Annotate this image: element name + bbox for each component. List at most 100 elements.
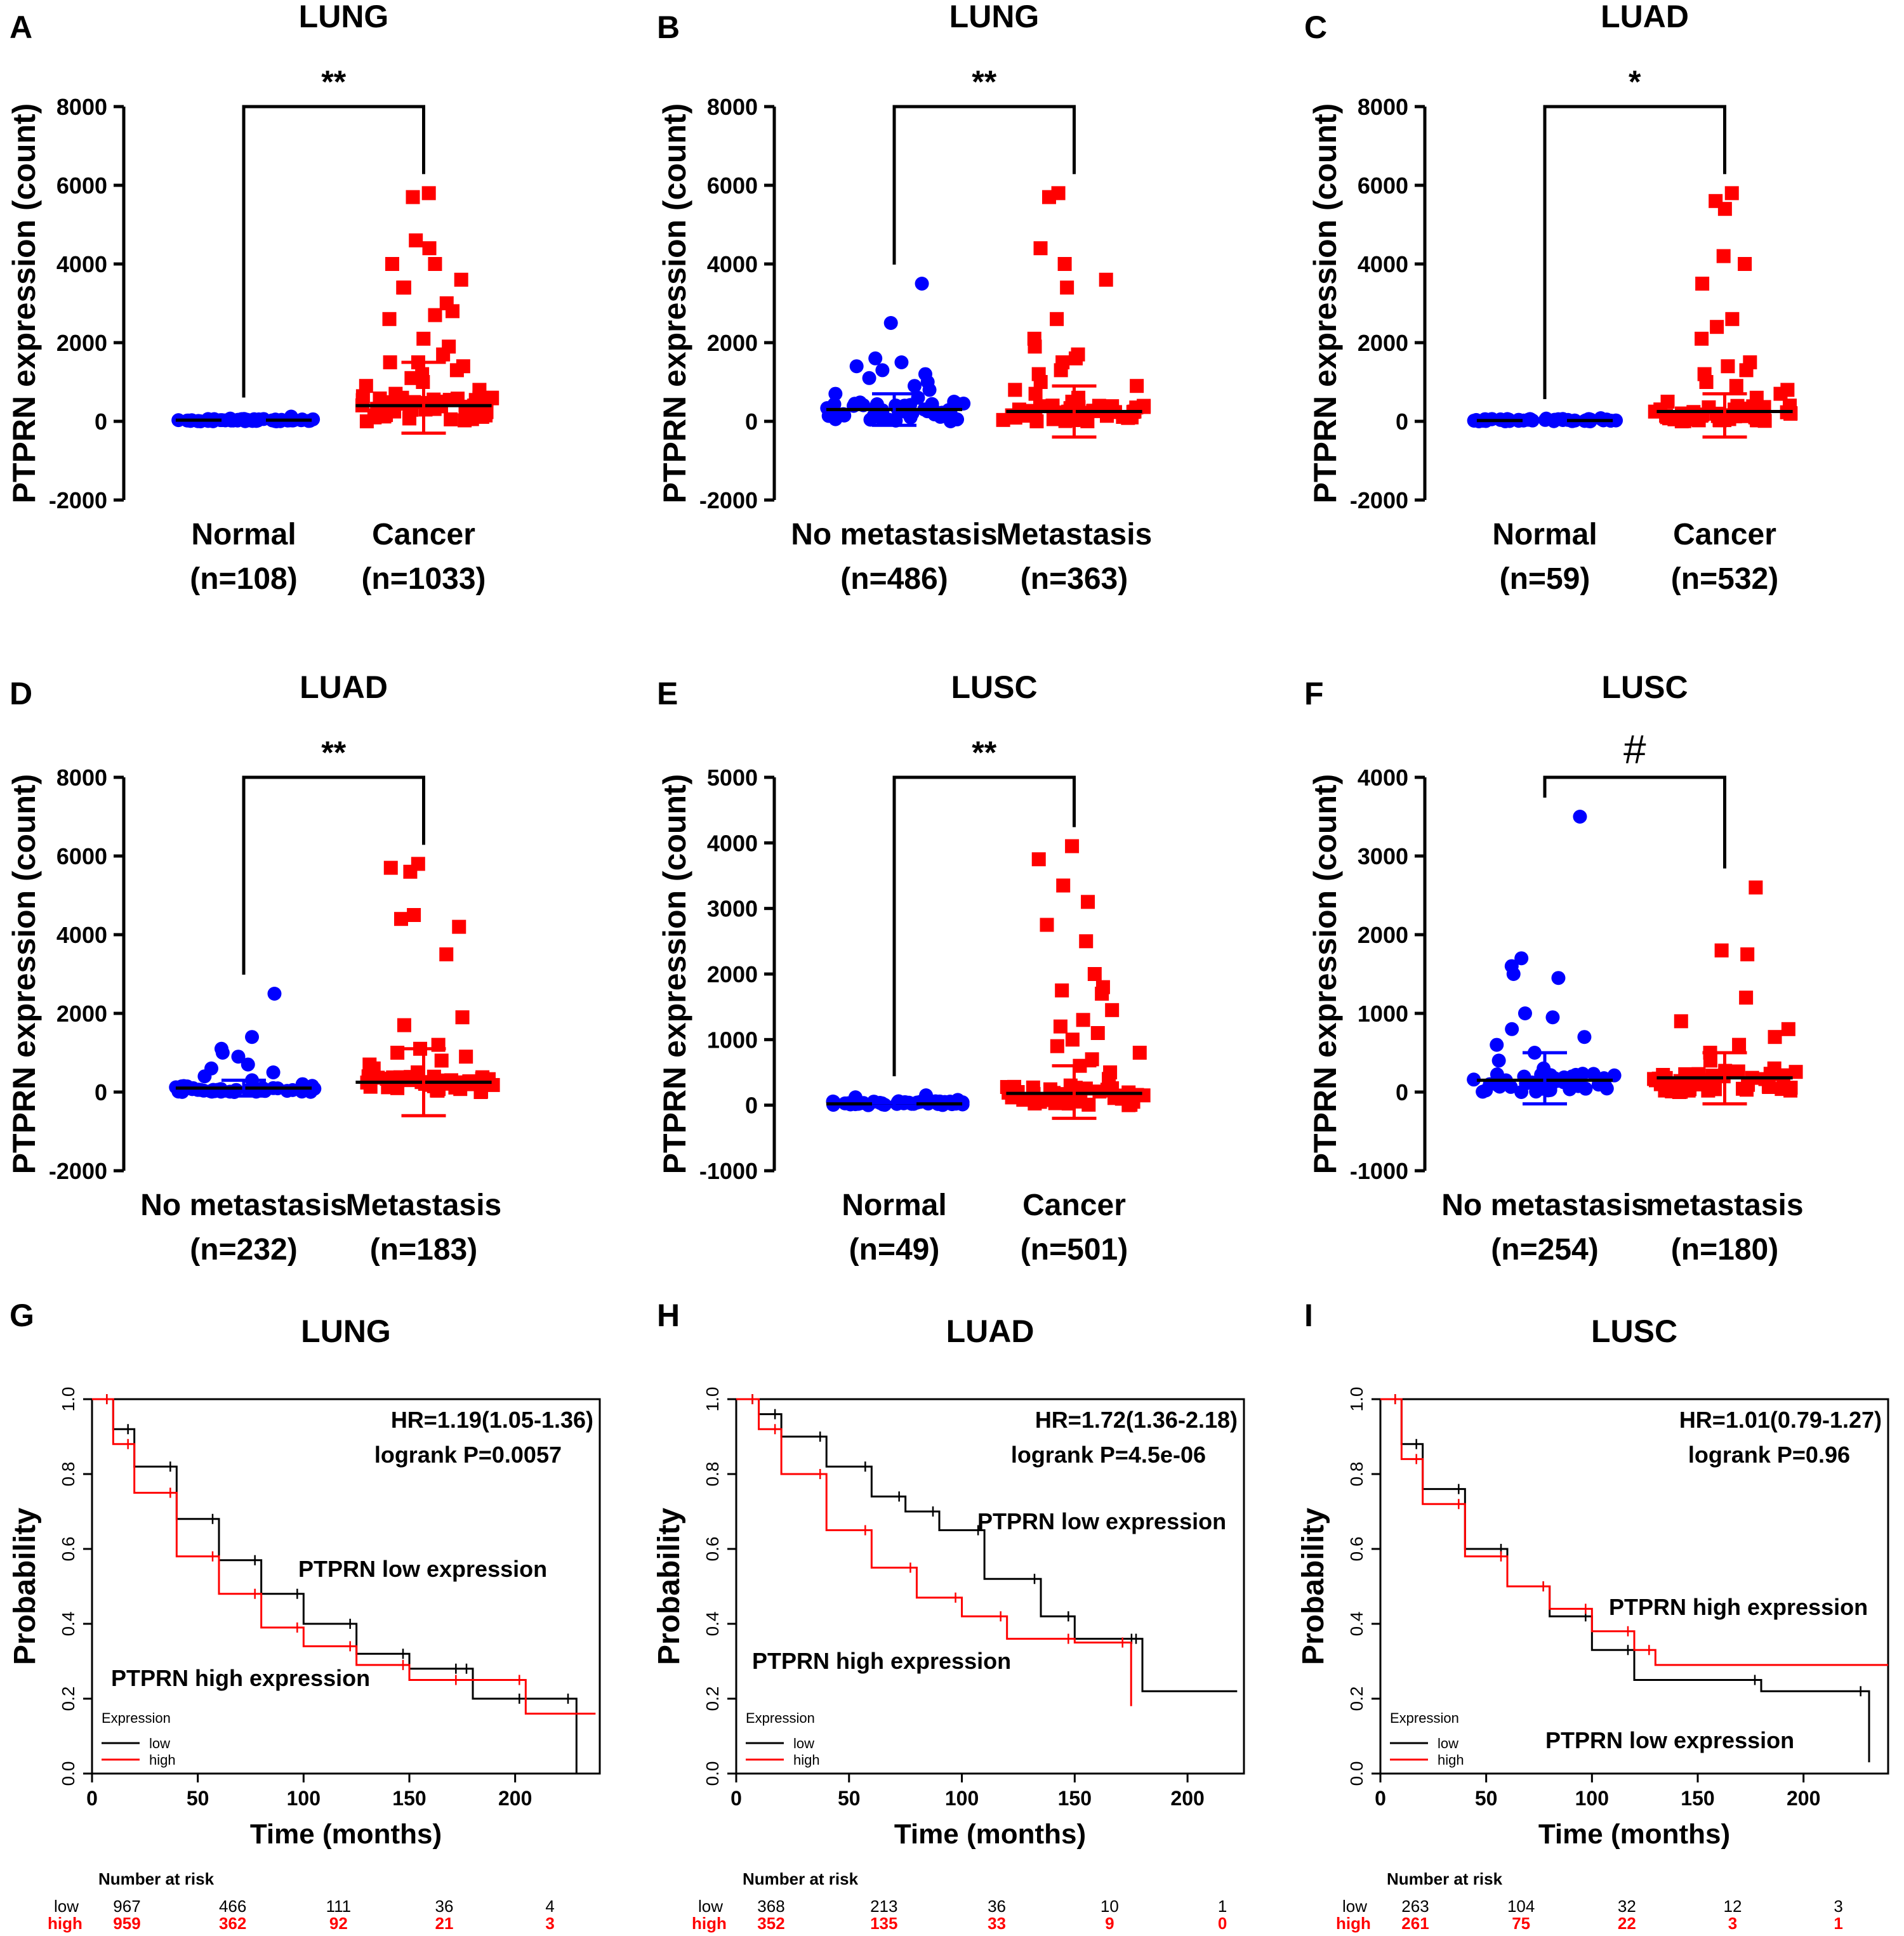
y-axis-label: PTPRN expression (count)	[657, 774, 692, 1175]
risk-count-high: 3	[1728, 1914, 1737, 1933]
censor-mark	[905, 1562, 916, 1573]
y-tick-label: 0.6	[1347, 1537, 1366, 1562]
data-point	[267, 987, 282, 1001]
data-point	[1548, 1071, 1563, 1086]
data-point	[1033, 241, 1048, 256]
censor-mark	[292, 1622, 303, 1633]
risk-count-high: 352	[757, 1914, 784, 1933]
x-category-label: Metastasis	[346, 1189, 501, 1222]
risk-count-low: 3	[1834, 1897, 1842, 1916]
x-tick-label: 0	[1375, 1787, 1386, 1810]
data-point	[925, 397, 939, 411]
legend-low-label: low	[1438, 1735, 1458, 1751]
y-axis-label: PTPRN expression (count)	[1307, 103, 1343, 504]
plot-frame	[1379, 1398, 1889, 1775]
censor-mark	[1453, 1499, 1464, 1510]
group-0: No metastasis (n=486)	[791, 277, 998, 596]
data-point	[434, 1053, 449, 1068]
x-category-label: Cancer	[372, 518, 475, 551]
censor-mark	[102, 1394, 112, 1404]
data-point	[1775, 1082, 1789, 1096]
y-tick-label: 6000	[1358, 173, 1408, 199]
risk-count-low: 36	[435, 1897, 454, 1916]
data-point	[1703, 1053, 1717, 1068]
y-axis-label: Probability	[652, 1508, 686, 1665]
risk-row-label-low: low	[54, 1897, 79, 1916]
censor-mark	[249, 1588, 260, 1599]
data-point	[955, 1095, 970, 1110]
y-tick-label: 4000	[707, 251, 758, 277]
data-point	[1092, 1084, 1107, 1099]
censor-mark	[973, 1525, 984, 1536]
data-point	[404, 1070, 418, 1084]
censor-mark	[398, 1649, 408, 1659]
data-point	[1738, 257, 1752, 271]
data-point	[1577, 1030, 1592, 1044]
data-point	[1674, 1014, 1688, 1029]
risk-count-high: 21	[435, 1914, 454, 1933]
y-tick-label: 3000	[707, 896, 758, 922]
data-point	[868, 351, 883, 365]
group-1: Cancer (n=532)	[1648, 186, 1798, 596]
data-point	[1740, 947, 1755, 961]
data-point	[894, 355, 909, 369]
panel-i: I LUSC 0.0 0.2 0.4 0.6 0.8 1.0 Probability 0 50 100…	[1297, 1298, 1889, 1933]
data-point	[1099, 272, 1113, 287]
censor-mark	[345, 1641, 355, 1652]
chart-title: LUNG	[299, 0, 389, 34]
y-tick-label: 0.8	[58, 1462, 78, 1487]
panel-g: G LUNG 0.0 0.2 0.4 0.6 0.8 1.0 Probability 0 50 100…	[8, 1298, 601, 1933]
panel-letter: H	[657, 1298, 680, 1333]
logrank-p: logrank P=4.5e-06	[1011, 1442, 1206, 1468]
plot-frame	[735, 1398, 1245, 1775]
censor-mark	[1390, 1394, 1401, 1404]
data-point	[1691, 413, 1706, 428]
data-point	[1016, 1093, 1031, 1107]
censor-mark	[860, 1525, 871, 1536]
panel-letter: A	[10, 10, 32, 45]
x-tick-label: 100	[1575, 1787, 1609, 1810]
data-point	[1467, 1072, 1481, 1087]
y-tick-label: -2000	[1350, 487, 1408, 513]
censor-mark	[1063, 1611, 1074, 1622]
legend-title: Expression	[746, 1710, 815, 1726]
data-point	[1081, 1097, 1096, 1112]
risk-count-low: 104	[1507, 1897, 1535, 1916]
data-point	[1031, 852, 1046, 867]
x-category-label: Cancer	[1673, 518, 1776, 551]
risk-count-low: 10	[1101, 1897, 1119, 1916]
data-point	[1662, 411, 1677, 426]
y-tick-label: 4000	[1358, 765, 1408, 791]
risk-count-high: 22	[1618, 1914, 1636, 1933]
data-point	[416, 331, 431, 346]
data-point	[1033, 399, 1048, 414]
data-point	[862, 371, 876, 385]
data-point	[1476, 1084, 1490, 1099]
significance-bracket	[892, 775, 1076, 1077]
risk-count-high: 75	[1512, 1914, 1530, 1933]
y-tick-label: 2000	[1358, 922, 1408, 948]
group-0: Normal (n=49)	[826, 1088, 970, 1267]
group-0: No metastasis (n=254)	[1441, 810, 1648, 1267]
y-tick-label: 0	[1396, 409, 1408, 435]
y-tick-label: 6000	[56, 843, 107, 869]
data-point	[422, 241, 437, 256]
y-tick-label: 0.2	[58, 1687, 78, 1711]
y-tick-label: 0.2	[703, 1687, 722, 1711]
data-point	[1768, 1030, 1782, 1044]
data-point	[1087, 967, 1102, 981]
y-tick-label: -2000	[699, 487, 758, 513]
y-tick-label: 0.4	[703, 1612, 722, 1636]
data-point	[1783, 406, 1798, 421]
data-point	[1121, 411, 1135, 425]
data-point	[1136, 1088, 1151, 1103]
x-tick-label: 0	[731, 1787, 742, 1810]
censor-mark	[950, 1592, 961, 1603]
x-axis-label: Time (months)	[1538, 1819, 1730, 1850]
data-point	[444, 412, 458, 426]
y-tick-label: 2000	[707, 961, 758, 987]
x-category-label: Cancer	[1022, 1189, 1126, 1222]
risk-count-high: 3	[545, 1914, 554, 1933]
data-point	[1056, 878, 1071, 893]
